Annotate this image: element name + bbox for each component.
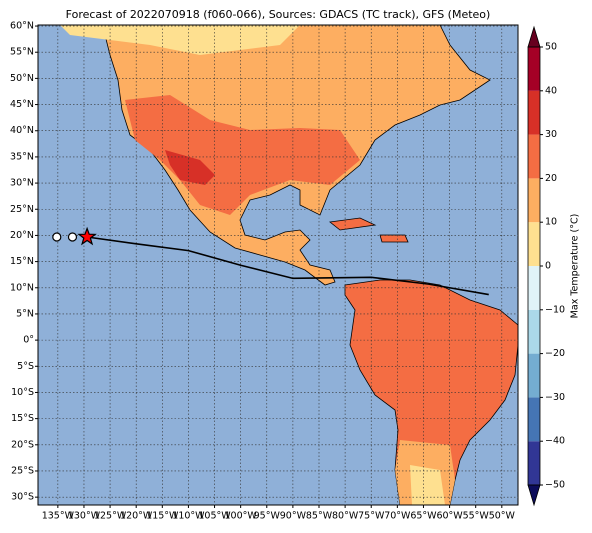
- x-tick-label: 50°W: [489, 511, 516, 522]
- colorbar-tick-label: −20: [545, 348, 565, 359]
- x-tick-label: 100°W: [225, 511, 258, 522]
- x-tick-label: 55°W: [463, 511, 490, 522]
- colorbar-bin: [528, 90, 540, 135]
- colorbar-bin: [528, 441, 540, 485]
- x-tick-label: 115°W: [146, 511, 179, 522]
- colorbar-tick-label: 50: [545, 42, 557, 53]
- y-tick-label: 50°N: [10, 73, 34, 84]
- colorbar-tick-label: 20: [545, 173, 557, 184]
- colorbar-tick-label: 30: [545, 129, 557, 140]
- map-frame: [37, 24, 519, 506]
- colorbar-tick-label: −30: [545, 392, 565, 403]
- colorbar-label: Max Temperature (°C): [570, 214, 581, 319]
- colorbar-tick-label: −10: [545, 304, 565, 315]
- y-tick-label: 40°N: [10, 125, 34, 136]
- x-tick-label: 70°W: [384, 511, 411, 522]
- y-tick-label: 10°S: [11, 387, 34, 398]
- x-tick-label: 110°W: [172, 511, 205, 522]
- colorbar-bin: [528, 309, 540, 354]
- colorbar-extend: [527, 484, 541, 507]
- colorbar-bin: [528, 178, 540, 223]
- colorbar-tick-label: −50: [545, 480, 565, 491]
- colorbar-bin: [528, 134, 540, 179]
- y-tick-label: 20°S: [11, 439, 34, 450]
- colorbar-bin: [528, 222, 540, 266]
- x-tick-label: 90°W: [280, 511, 307, 522]
- colorbar-bin: [528, 266, 540, 310]
- x-tick-label: 95°W: [254, 511, 281, 522]
- colorbar-tick-label: 0: [545, 261, 551, 272]
- y-tick-label: 30°S: [11, 492, 34, 503]
- colorbar-tick-label: −40: [545, 436, 565, 447]
- y-tick-label: 30°N: [10, 178, 34, 189]
- y-tick-label: 5°S: [17, 361, 34, 372]
- colorbar-tick-label: 40: [545, 85, 557, 96]
- y-tick-label: 5°N: [16, 308, 34, 319]
- x-tick-label: 125°W: [94, 511, 127, 522]
- storm-position: [67, 232, 78, 242]
- y-tick-label: 15°N: [10, 256, 34, 267]
- x-tick-label: 135°W: [42, 511, 75, 522]
- colorbar-bin: [528, 353, 540, 398]
- y-tick-label: 0°: [23, 335, 34, 346]
- colorbar-bin: [528, 47, 540, 91]
- y-tick-label: 55°N: [10, 47, 34, 58]
- x-tick-label: 80°W: [332, 511, 359, 522]
- y-tick-label: 15°S: [11, 413, 34, 424]
- x-tick-label: 130°W: [68, 511, 101, 522]
- y-tick-label: 25°N: [10, 204, 34, 215]
- map-title: Forecast of 2022070918 (f060-066), Sourc…: [66, 8, 491, 21]
- storm-position: [77, 226, 97, 246]
- storm-position: [52, 232, 62, 242]
- y-tick-label: 10°N: [10, 282, 34, 293]
- x-tick-label: 120°W: [120, 511, 153, 522]
- x-tick-label: 60°W: [436, 511, 463, 522]
- y-tick-label: 25°S: [11, 465, 34, 476]
- y-tick-label: 60°N: [10, 21, 34, 32]
- x-tick-label: 85°W: [306, 511, 333, 522]
- x-tick-label: 65°W: [410, 511, 437, 522]
- colorbar-bin: [528, 397, 540, 442]
- storm-track: [86, 236, 489, 296]
- x-tick-label: 75°W: [358, 511, 385, 522]
- colorbar-extend: [527, 25, 541, 48]
- x-tick-label: 105°W: [198, 511, 231, 522]
- y-tick-label: 45°N: [10, 99, 34, 110]
- y-tick-label: 20°N: [10, 230, 34, 241]
- y-tick-label: 35°N: [10, 151, 34, 162]
- colorbar-tick-label: 10: [545, 217, 557, 228]
